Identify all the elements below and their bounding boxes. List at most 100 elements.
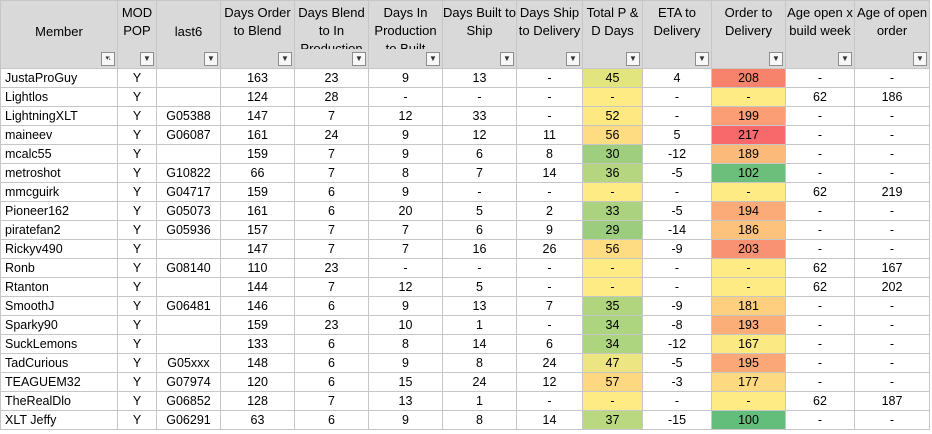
cell-days-order-blend[interactable]: 128 (220, 391, 295, 411)
cell-age-order[interactable]: 186 (854, 87, 930, 107)
cell-mod-pop[interactable]: Y (117, 410, 157, 430)
cell-days-order-blend[interactable]: 66 (220, 163, 295, 183)
cell-pd-days[interactable]: 33 (582, 201, 643, 221)
cell-last6[interactable]: G05388 (156, 106, 221, 126)
cell-days-built-ship[interactable]: - (442, 87, 517, 107)
cell-pd-days[interactable]: 37 (582, 410, 643, 430)
cell-days-blend-production[interactable]: 7 (294, 239, 369, 259)
cell-last6[interactable] (156, 68, 221, 88)
cell-days-production-built[interactable]: - (368, 258, 443, 278)
cell-eta-delivery[interactable]: -14 (642, 220, 712, 240)
cell-member[interactable]: LightningXLT (0, 106, 118, 126)
cell-days-order-blend[interactable]: 161 (220, 201, 295, 221)
column-header-days-ship-delivery[interactable]: Days Ship to Delivery ▼ (516, 0, 583, 69)
cell-days-production-built[interactable]: 12 (368, 106, 443, 126)
cell-mod-pop[interactable]: Y (117, 391, 157, 411)
cell-pd-days[interactable]: 47 (582, 353, 643, 373)
cell-last6[interactable]: G10822 (156, 163, 221, 183)
cell-eta-delivery[interactable]: 4 (642, 68, 712, 88)
cell-member[interactable]: piratefan2 (0, 220, 118, 240)
cell-member[interactable]: Sparky90 (0, 315, 118, 335)
cell-days-built-ship[interactable]: 16 (442, 239, 517, 259)
cell-member[interactable]: Lightlos (0, 87, 118, 107)
cell-last6[interactable]: G06481 (156, 296, 221, 316)
cell-days-blend-production[interactable]: 7 (294, 144, 369, 164)
cell-age-open[interactable]: - (785, 410, 855, 430)
cell-eta-delivery[interactable]: -5 (642, 201, 712, 221)
filter-icon[interactable]: ▼ (566, 52, 580, 66)
cell-age-open[interactable]: - (785, 296, 855, 316)
cell-order-delivery[interactable]: 203 (711, 239, 786, 259)
column-header-order-delivery[interactable]: Order to Delivery ▼ (711, 0, 786, 69)
cell-last6[interactable]: G05xxx (156, 353, 221, 373)
filter-icon[interactable]: ▼ (140, 52, 154, 66)
cell-age-order[interactable]: 202 (854, 277, 930, 297)
cell-days-built-ship[interactable]: 1 (442, 315, 517, 335)
cell-last6[interactable] (156, 277, 221, 297)
cell-age-order[interactable]: 187 (854, 391, 930, 411)
cell-days-order-blend[interactable]: 159 (220, 315, 295, 335)
cell-days-production-built[interactable]: 9 (368, 144, 443, 164)
cell-member[interactable]: Rtanton (0, 277, 118, 297)
cell-pd-days[interactable]: 56 (582, 125, 643, 145)
cell-days-ship-delivery[interactable]: - (516, 106, 583, 126)
column-header-mod-pop[interactable]: MOD POP ▼ (117, 0, 157, 69)
cell-age-order[interactable]: - (854, 334, 930, 354)
cell-eta-delivery[interactable]: -15 (642, 410, 712, 430)
cell-last6[interactable] (156, 315, 221, 335)
cell-days-blend-production[interactable]: 6 (294, 296, 369, 316)
cell-member[interactable]: Rickyv490 (0, 239, 118, 259)
cell-days-order-blend[interactable]: 147 (220, 106, 295, 126)
cell-last6[interactable] (156, 239, 221, 259)
cell-days-built-ship[interactable]: 12 (442, 125, 517, 145)
cell-age-open[interactable]: - (785, 334, 855, 354)
cell-order-delivery[interactable]: 189 (711, 144, 786, 164)
cell-days-blend-production[interactable]: 6 (294, 410, 369, 430)
cell-days-ship-delivery[interactable]: - (516, 258, 583, 278)
cell-days-built-ship[interactable]: 5 (442, 277, 517, 297)
cell-days-order-blend[interactable]: 124 (220, 87, 295, 107)
cell-age-order[interactable]: - (854, 220, 930, 240)
cell-days-order-blend[interactable]: 144 (220, 277, 295, 297)
cell-mod-pop[interactable]: Y (117, 144, 157, 164)
cell-age-open[interactable]: 62 (785, 277, 855, 297)
cell-age-open[interactable]: - (785, 315, 855, 335)
cell-days-blend-production[interactable]: 6 (294, 201, 369, 221)
cell-days-order-blend[interactable]: 146 (220, 296, 295, 316)
cell-days-ship-delivery[interactable]: 24 (516, 353, 583, 373)
cell-mod-pop[interactable]: Y (117, 315, 157, 335)
filter-icon[interactable]: ▼ (769, 52, 783, 66)
cell-days-production-built[interactable]: 15 (368, 372, 443, 392)
cell-days-built-ship[interactable]: 24 (442, 372, 517, 392)
cell-pd-days[interactable]: 29 (582, 220, 643, 240)
cell-days-built-ship[interactable]: 33 (442, 106, 517, 126)
cell-days-blend-production[interactable]: 28 (294, 87, 369, 107)
cell-pd-days[interactable]: - (582, 277, 643, 297)
cell-days-ship-delivery[interactable]: - (516, 68, 583, 88)
cell-age-open[interactable]: - (785, 201, 855, 221)
cell-order-delivery[interactable]: 217 (711, 125, 786, 145)
cell-eta-delivery[interactable]: - (642, 258, 712, 278)
cell-age-order[interactable]: - (854, 144, 930, 164)
cell-age-order[interactable]: - (854, 68, 930, 88)
cell-pd-days[interactable]: 30 (582, 144, 643, 164)
cell-order-delivery[interactable]: 100 (711, 410, 786, 430)
cell-age-order[interactable]: - (854, 410, 930, 430)
cell-days-ship-delivery[interactable]: 2 (516, 201, 583, 221)
cell-age-order[interactable]: - (854, 296, 930, 316)
cell-last6[interactable]: G06291 (156, 410, 221, 430)
cell-member[interactable]: mcalc55 (0, 144, 118, 164)
cell-pd-days[interactable]: - (582, 391, 643, 411)
cell-mod-pop[interactable]: Y (117, 277, 157, 297)
cell-mod-pop[interactable]: Y (117, 125, 157, 145)
cell-days-blend-production[interactable]: 6 (294, 182, 369, 202)
cell-pd-days[interactable]: 34 (582, 315, 643, 335)
cell-days-built-ship[interactable]: 13 (442, 68, 517, 88)
filter-icon[interactable]: ▼ (626, 52, 640, 66)
column-header-days-blend-production[interactable]: Days Blend to In Production ▼ (294, 0, 369, 69)
cell-age-order[interactable]: 219 (854, 182, 930, 202)
column-header-days-production-built[interactable]: Days In Production to Built ▼ (368, 0, 443, 69)
cell-days-built-ship[interactable]: 7 (442, 163, 517, 183)
cell-pd-days[interactable]: - (582, 87, 643, 107)
filter-icon[interactable]: ▼ (426, 52, 440, 66)
